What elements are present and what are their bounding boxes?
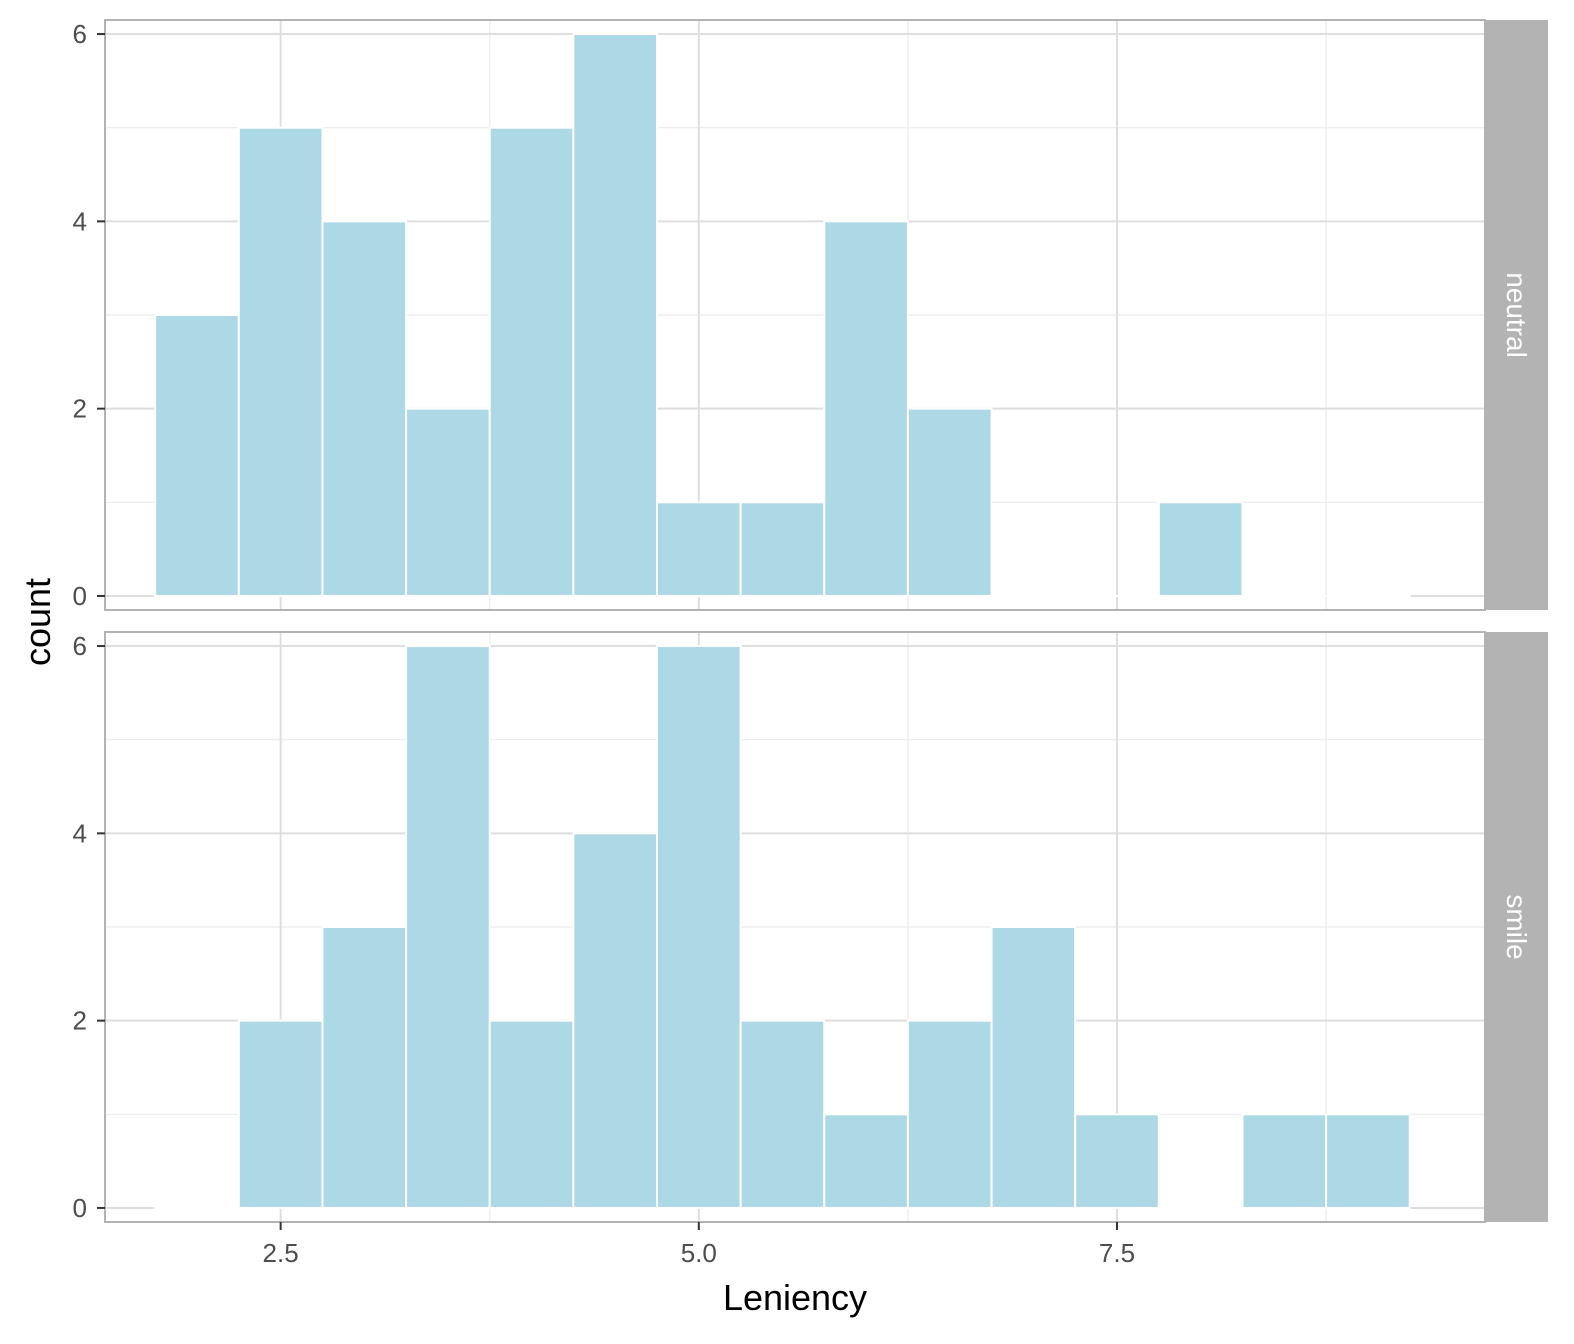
histogram-bar [154,314,240,597]
histogram-bar [321,220,408,597]
histogram-bar [321,926,408,1209]
panel-smile: 0 2 4 6 smile [73,631,1548,1223]
x-tick-label: 7.5 [1099,1238,1135,1268]
y-axis-title: count [17,578,58,666]
histogram-bar [739,501,826,597]
y-tick-label: 2 [73,394,87,424]
y-tick-label: 6 [73,631,87,661]
facet-strip-label: neutral [1501,272,1532,358]
x-axis: 2.5 5.0 7.5 [263,1222,1135,1268]
histogram-bar [906,407,993,597]
histogram-bar [572,832,659,1209]
histogram-bar [405,407,491,597]
histogram-bar [237,1019,324,1209]
histogram-bar [906,1019,993,1209]
histogram-bar [739,1019,826,1209]
histogram-bar [1157,501,1244,597]
y-tick-label: 4 [73,206,87,236]
y-tick-label: 0 [73,581,87,611]
histogram-bar [572,33,659,597]
histogram-bar [656,501,742,597]
histogram-bar [990,926,1077,1209]
histogram-bar [405,645,491,1209]
histogram-bar [823,220,909,597]
facet-strip [1485,632,1548,1222]
facet-strip [1485,20,1548,610]
histogram-bar [823,1113,909,1209]
panel-neutral: 0 2 4 6 neutral [73,19,1548,611]
y-tick-label: 4 [73,818,87,848]
histogram-bar [1074,1113,1160,1209]
facet-strip-label: smile [1501,894,1532,959]
histogram-bar [488,126,575,597]
histogram-bar [488,1019,575,1209]
y-tick-label: 0 [73,1193,87,1223]
x-axis-title: Leniency [723,1277,867,1318]
histogram-bar [237,126,324,597]
x-tick-label: 2.5 [263,1238,299,1268]
histogram-bar [1241,1113,1328,1209]
y-tick-label: 2 [73,1006,87,1036]
histogram-bar [1325,1113,1411,1209]
histogram-bar [656,645,742,1209]
x-tick-label: 5.0 [681,1238,717,1268]
y-tick-label: 6 [73,19,87,49]
